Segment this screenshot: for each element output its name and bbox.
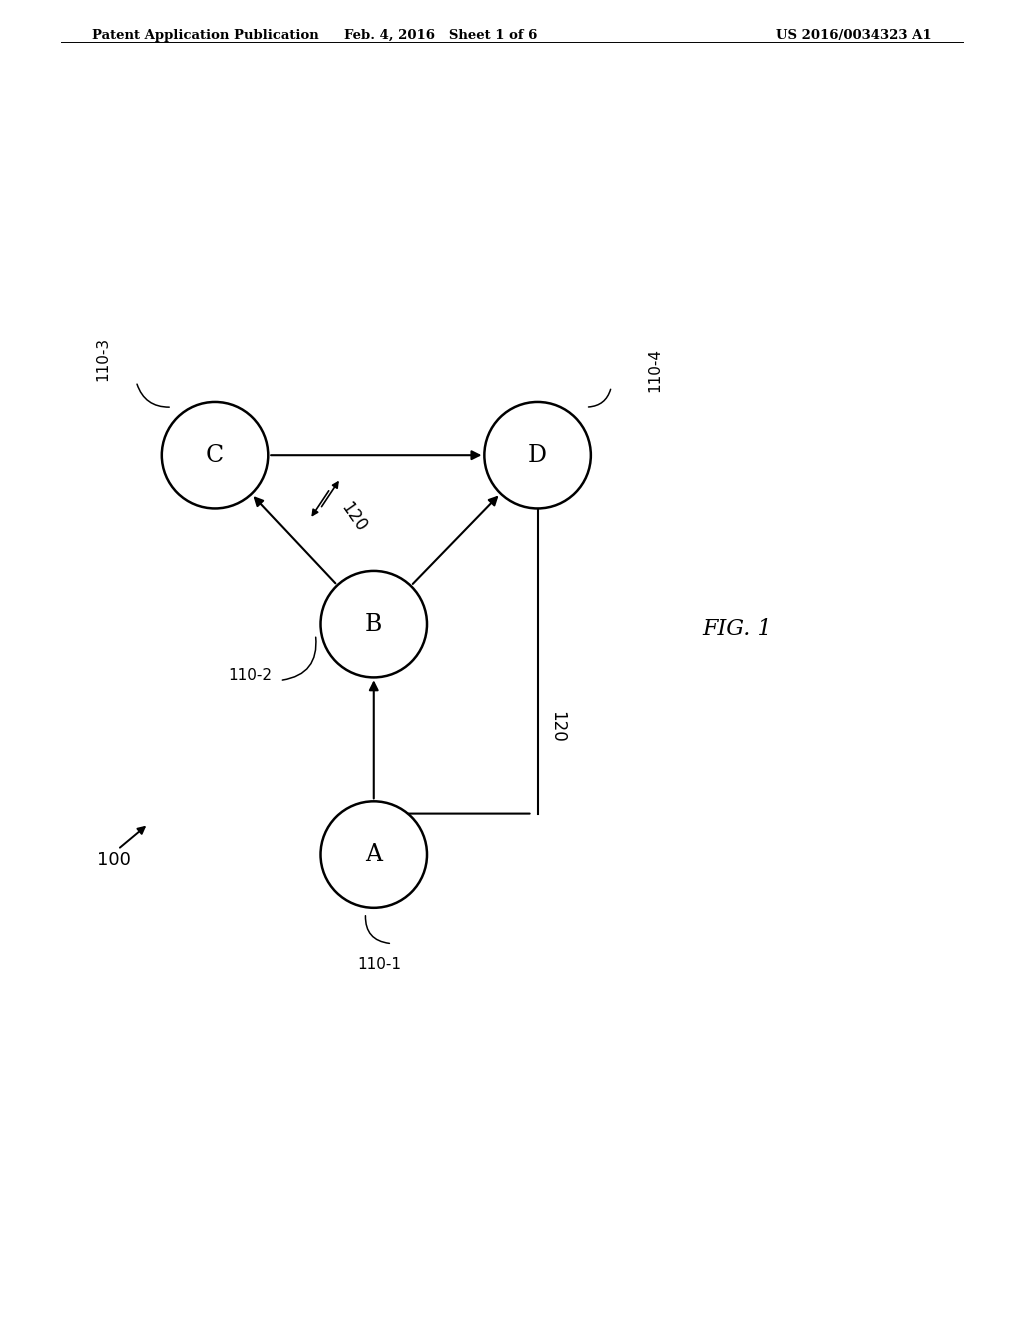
Text: 120: 120 <box>337 499 370 535</box>
Text: Feb. 4, 2016   Sheet 1 of 6: Feb. 4, 2016 Sheet 1 of 6 <box>344 29 537 42</box>
Circle shape <box>321 801 427 908</box>
Circle shape <box>484 403 591 508</box>
Text: FIG. 1: FIG. 1 <box>702 618 772 640</box>
Text: 110-2: 110-2 <box>228 668 272 682</box>
Text: 110-1: 110-1 <box>357 957 400 972</box>
Text: A: A <box>366 843 382 866</box>
Text: C: C <box>206 444 224 467</box>
Text: B: B <box>366 612 382 636</box>
Text: Patent Application Publication: Patent Application Publication <box>92 29 318 42</box>
Text: D: D <box>528 444 547 467</box>
Text: 110-4: 110-4 <box>647 347 663 392</box>
Text: 110-3: 110-3 <box>95 338 111 381</box>
Text: 120: 120 <box>548 710 566 742</box>
Text: 100: 100 <box>97 850 131 869</box>
Circle shape <box>321 572 427 677</box>
Circle shape <box>162 403 268 508</box>
Text: US 2016/0034323 A1: US 2016/0034323 A1 <box>776 29 932 42</box>
